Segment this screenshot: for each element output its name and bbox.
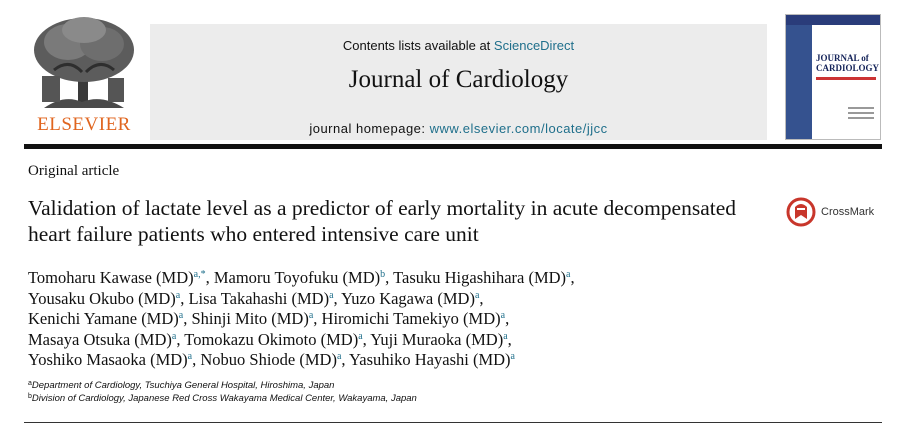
author-separator: , [385, 268, 394, 287]
author-affiliation-mark[interactable]: a [510, 351, 515, 362]
author[interactable]: Tomoharu Kawase (MD)a,*, [28, 268, 214, 287]
author[interactable]: Yousaku Okubo (MD)a, [28, 289, 188, 308]
author-list: Tomoharu Kawase (MD)a,*, Mamoru Toyofuku… [28, 268, 728, 371]
author-affiliation-mark[interactable]: b [380, 269, 386, 280]
affiliation-text: Department of Cardiology, Tsuchiya Gener… [31, 380, 335, 391]
cover-title: JOURNAL of CARDIOLOGY [816, 53, 879, 73]
homepage-line: journal homepage: www.elsevier.com/locat… [150, 121, 767, 136]
affiliation: bDivision of Cardiology, Japanese Red Cr… [28, 392, 417, 405]
author-separator: , [362, 329, 371, 349]
cover-accent [816, 77, 876, 80]
author-affiliation-mark[interactable]: a [308, 310, 314, 321]
footer-rule [24, 422, 882, 423]
elsevier-tree-icon [34, 17, 134, 108]
affiliation-mark: a [28, 380, 32, 387]
author-affiliation-mark[interactable]: a,* [193, 269, 206, 280]
cover-text-lines [848, 107, 874, 122]
author-separator: , [333, 288, 342, 308]
author-name: Hiromichi Tamekiyo (MD) [321, 309, 501, 328]
author-affiliation-mark[interactable]: a [178, 310, 184, 321]
author-name: Mamoru Toyofuku (MD) [213, 268, 381, 287]
cover-title-line1: JOURNAL of [816, 53, 869, 63]
author-affiliation-mark[interactable]: a [358, 330, 363, 342]
author[interactable]: Yasuhiko Hayashi (MD)a [349, 350, 515, 369]
author-affiliation-mark[interactable]: a [171, 330, 177, 342]
author-name: Tomokazu Okimoto (MD) [184, 329, 359, 349]
author-name: Masaya Otsuka (MD) [28, 329, 172, 349]
author-separator: , [313, 309, 322, 328]
contents-prefix: Contents lists available at [342, 38, 491, 53]
article-type: Original article [28, 163, 120, 179]
author-name: Yousaku Okubo (MD) [28, 288, 176, 308]
author-separator: , [507, 329, 512, 349]
affiliation-list: aDepartment of Cardiology, Tsuchiya Gene… [28, 379, 417, 405]
author[interactable]: Yuji Muraoka (MD)a, [370, 330, 511, 349]
author-separator: , [205, 268, 214, 287]
author-affiliation-mark[interactable]: a [336, 351, 342, 362]
author[interactable]: Mamoru Toyofuku (MD)b, [214, 268, 393, 287]
homepage-prefix: journal homepage: [309, 121, 426, 136]
author[interactable]: Nobuo Shiode (MD)a, [200, 350, 349, 369]
affiliation-mark: b [28, 393, 32, 400]
author-name: Tasuku Higashihara (MD) [393, 268, 567, 287]
author-affiliation-mark[interactable]: a [500, 310, 506, 321]
author-separator: , [505, 309, 510, 328]
author[interactable]: Shinji Mito (MD)a, [191, 309, 321, 328]
author-separator: , [570, 268, 575, 287]
journal-title[interactable]: Journal of Cardiology [348, 66, 569, 93]
author[interactable]: Masaya Otsuka (MD)a, [28, 330, 184, 349]
author-affiliation-mark[interactable]: a [175, 289, 181, 301]
author-separator: , [180, 288, 189, 308]
author-separator: , [176, 329, 185, 349]
contents-line: Contents lists available at ScienceDirec… [150, 38, 767, 53]
author[interactable]: Tomokazu Okimoto (MD)a, [184, 330, 370, 349]
author-separator: , [341, 350, 350, 369]
crossmark-badge[interactable]: CrossMark [786, 197, 886, 229]
affiliation-text: Division of Cardiology, Japanese Red Cro… [31, 393, 417, 404]
author-affiliation-mark[interactable]: a [329, 289, 334, 301]
journal-header: ELSEVIER Contents lists available at Sci… [24, 14, 882, 140]
cover-title-line2: CARDIOLOGY [816, 63, 880, 73]
author[interactable]: Yuzo Kagawa (MD)a, [341, 289, 483, 308]
journal-cover-thumbnail[interactable]: JOURNAL of CARDIOLOGY [785, 14, 881, 140]
author-affiliation-mark[interactable]: a [474, 289, 480, 301]
author-separator: , [183, 309, 192, 328]
article-title: Validation of lactate level as a predict… [28, 196, 737, 246]
elsevier-logo[interactable]: ELSEVIER [24, 14, 144, 138]
author-separator: , [479, 288, 484, 308]
author-name: Tomoharu Kawase (MD) [28, 268, 194, 287]
author-name: Yoshiko Masaoka (MD) [28, 350, 188, 369]
affiliation: aDepartment of Cardiology, Tsuchiya Gene… [28, 379, 417, 392]
author-name: Kenichi Yamane (MD) [28, 309, 179, 328]
author[interactable]: Lisa Takahashi (MD)a, [188, 289, 341, 308]
author-name: Yuji Muraoka (MD) [370, 329, 504, 349]
crossmark-label: CrossMark [821, 206, 875, 218]
author[interactable]: Kenichi Yamane (MD)a, [28, 309, 191, 328]
author-separator: , [192, 350, 201, 369]
author-name: Nobuo Shiode (MD) [200, 350, 337, 369]
cover-stripe [786, 25, 812, 139]
homepage-link[interactable]: www.elsevier.com/locate/jjcc [429, 121, 608, 136]
header-rule [24, 144, 882, 149]
author-affiliation-mark[interactable]: a [187, 351, 193, 362]
publisher-name: ELSEVIER [37, 114, 131, 135]
author-affiliation-mark[interactable]: a [503, 330, 508, 342]
sciencedirect-link[interactable]: ScienceDirect [493, 38, 575, 53]
journal-banner: Contents lists available at ScienceDirec… [150, 24, 767, 140]
author-name: Shinji Mito (MD) [191, 309, 309, 328]
author[interactable]: Tasuku Higashihara (MD)a, [393, 268, 575, 287]
author-name: Lisa Takahashi (MD) [188, 288, 330, 308]
author-name: Yuzo Kagawa (MD) [341, 288, 475, 308]
cover-band [786, 15, 880, 25]
author[interactable]: Hiromichi Tamekiyo (MD)a, [322, 309, 510, 328]
crossmark-icon [786, 197, 816, 227]
author-affiliation-mark[interactable]: a [566, 269, 571, 280]
author[interactable]: Yoshiko Masaoka (MD)a, [28, 350, 200, 369]
author-name: Yasuhiko Hayashi (MD) [349, 350, 511, 369]
